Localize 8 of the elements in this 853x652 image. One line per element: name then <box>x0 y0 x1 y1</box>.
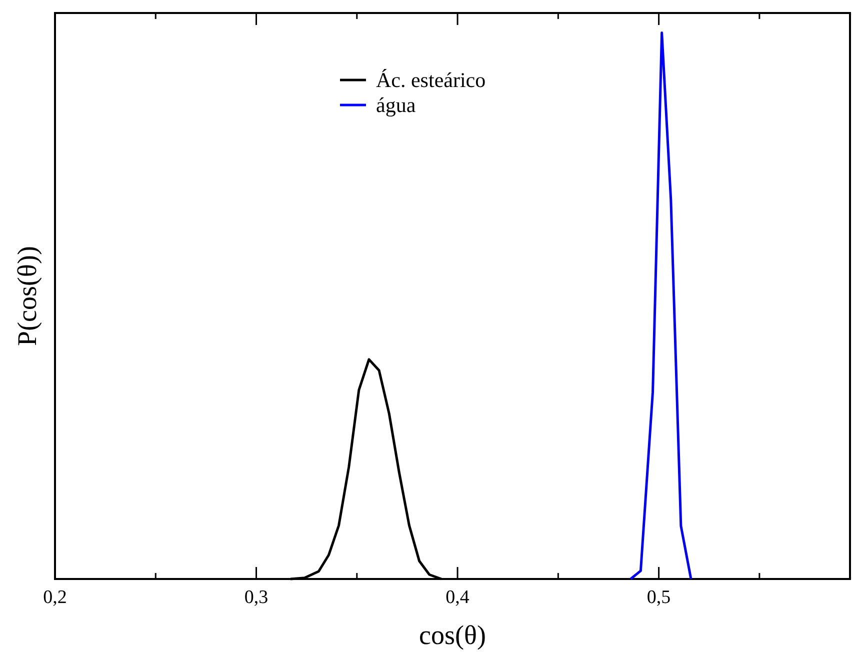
y-axis-title: P(cos(θ)) <box>12 246 42 346</box>
x-tick-label: 0,3 <box>244 587 268 608</box>
x-tick-label: 0,2 <box>43 587 67 608</box>
x-tick-label: 0,5 <box>646 587 671 608</box>
x-axis-title: cos(θ) <box>419 620 486 650</box>
x-tick-label: 0,4 <box>446 587 470 608</box>
legend-label: Ác. esteárico <box>376 68 486 92</box>
legend-label: água <box>376 93 416 117</box>
